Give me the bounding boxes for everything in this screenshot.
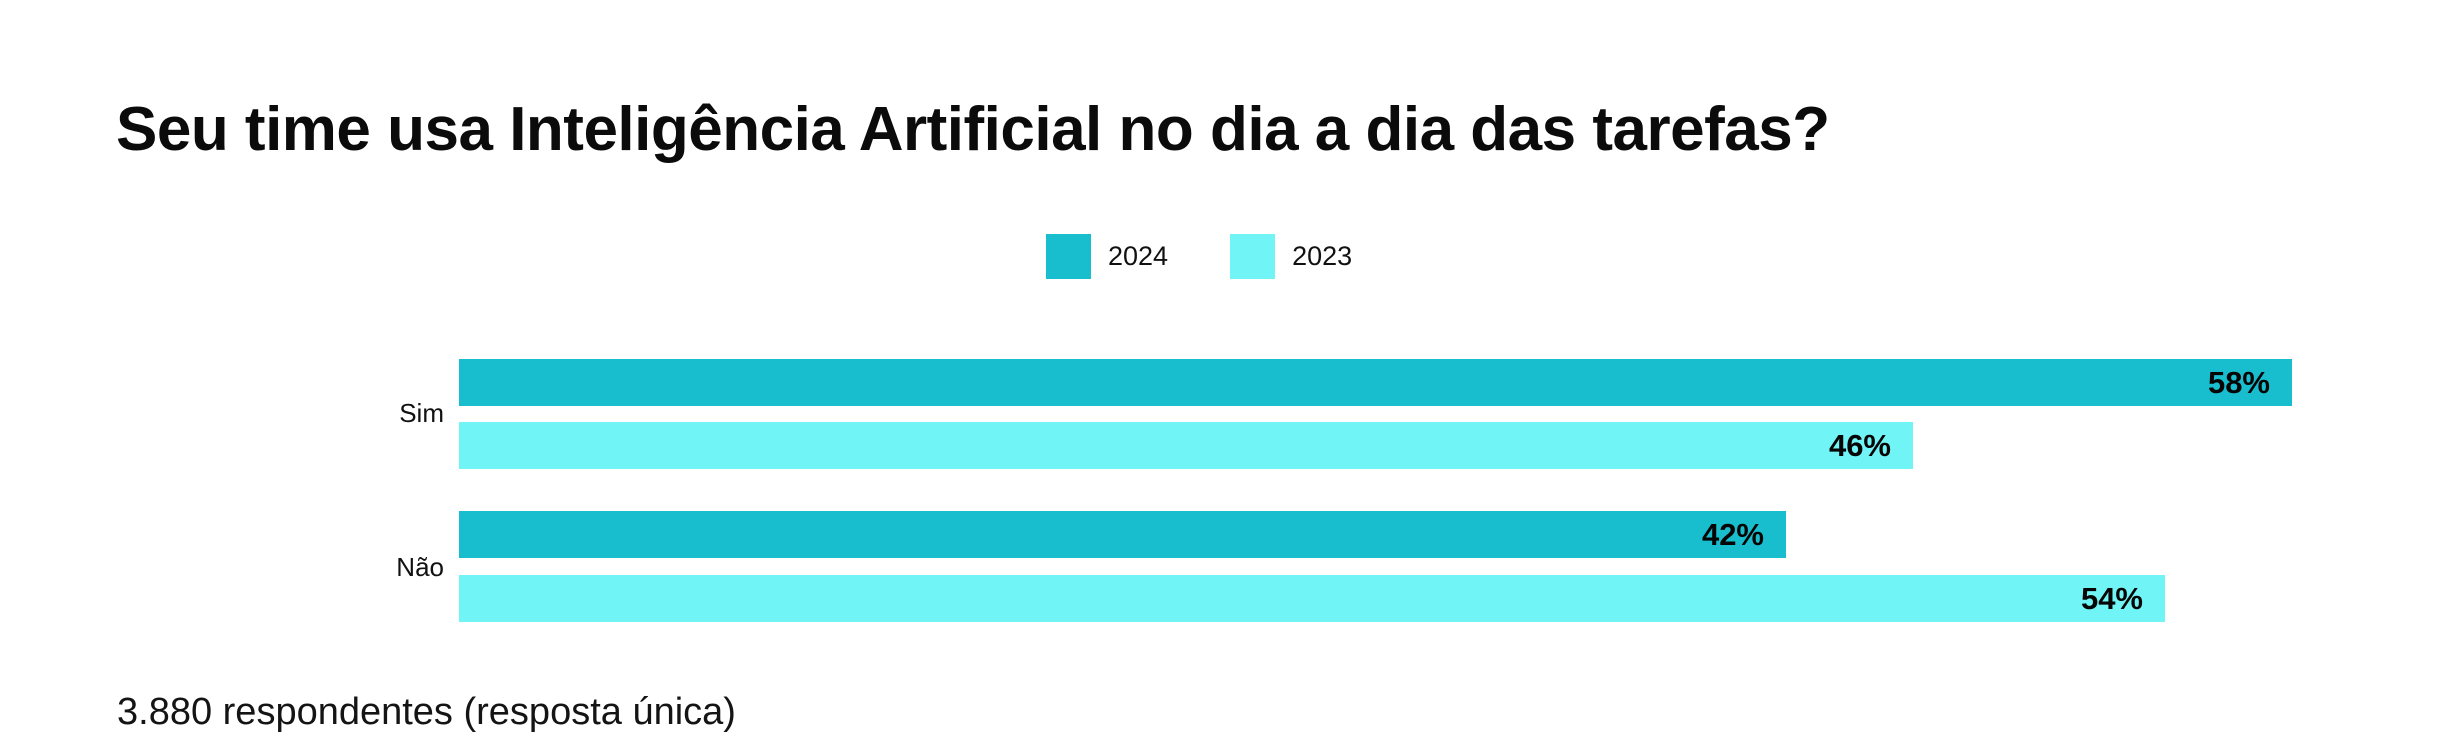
bar-2024-sim: 58%	[459, 359, 2292, 406]
legend-item-2023: 2023	[1230, 234, 1352, 279]
footnote: 3.880 respondentes (resposta única)	[117, 691, 736, 733]
legend-label-2024: 2024	[1108, 241, 1169, 271]
bar-2024-nao: 42%	[459, 511, 1786, 558]
legend-swatch-2023	[1230, 234, 1276, 279]
category-label-nao: Não	[396, 552, 444, 582]
legend-label-2023: 2023	[1292, 241, 1353, 271]
legend: 2024 2023	[1046, 234, 1352, 279]
bar-value-2023-nao: 54%	[2080, 581, 2143, 616]
legend-swatch-2024	[1046, 234, 1091, 279]
chart-title: Seu time usa Inteligência Artificial no …	[116, 95, 1830, 164]
bar-2023-sim: 46%	[459, 422, 1913, 469]
legend-item-2024: 2024	[1046, 234, 1168, 279]
bar-value-2024-nao: 42%	[1701, 517, 1764, 552]
category-label-sim: Sim	[399, 398, 444, 428]
bar-value-2024-sim: 58%	[2207, 365, 2270, 400]
bar-value-2023-sim: 46%	[1828, 428, 1891, 463]
bar-2023-nao: 54%	[459, 575, 2165, 622]
